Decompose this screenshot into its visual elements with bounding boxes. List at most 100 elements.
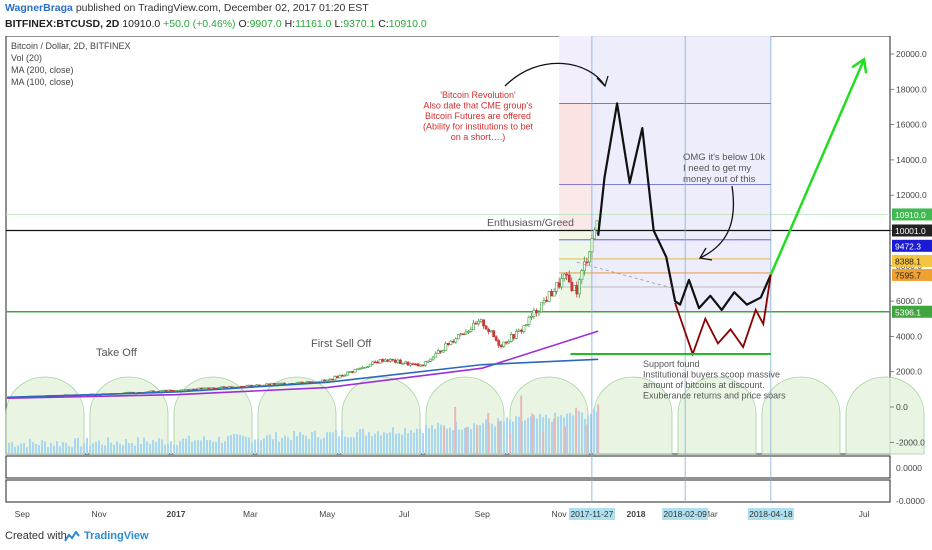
candle-body — [520, 329, 523, 332]
candle-body — [336, 376, 339, 379]
volume-bar — [251, 442, 253, 454]
volume-bar — [569, 413, 571, 454]
candle-body — [338, 375, 342, 379]
volume-bar — [206, 440, 208, 454]
volume-bar — [77, 437, 79, 454]
cycle-dome — [425, 376, 505, 455]
candle-body — [162, 389, 165, 392]
price-badge — [892, 305, 932, 318]
volume-bar — [8, 443, 10, 454]
volume-bar — [188, 435, 190, 454]
volume-bar — [71, 447, 73, 454]
volume-bar — [413, 432, 415, 454]
volume-bar — [155, 442, 157, 454]
publish-info: WagnerBraga published on TradingView.com… — [5, 2, 369, 14]
volume-bar — [329, 432, 331, 454]
cycle-dome — [593, 376, 673, 455]
candle-body — [416, 363, 420, 367]
candle-body — [583, 261, 586, 271]
tradingview-brand-link[interactable]: TradingView — [84, 530, 149, 542]
volume-spike — [597, 404, 600, 454]
volume-bar — [452, 430, 454, 454]
price-tick-label: 2000.0 — [896, 367, 922, 377]
volume-bar — [266, 435, 268, 454]
price-tick-label: 20000.0 — [896, 49, 927, 59]
annotation-bitcoin-revolution: 'Bitcoin Revolution' — [440, 90, 516, 100]
volume-bar — [74, 438, 76, 454]
candle-body — [530, 316, 533, 318]
volume-bar — [146, 441, 148, 454]
candle-body — [472, 322, 475, 330]
volume-bar — [152, 440, 154, 454]
volume-bar — [104, 445, 106, 454]
volume-bar — [416, 428, 418, 454]
axes: Bitcoin / Dollar, 2D, BITFINEX Vol (20) MA… — [11, 41, 932, 520]
curved-arrow-top — [504, 62, 606, 87]
volume-bar — [323, 437, 325, 454]
candle-body — [459, 333, 463, 336]
created-with-label: Created with — [5, 530, 67, 542]
cycle-dome — [173, 376, 253, 455]
volume-bar — [83, 443, 85, 454]
candle-body — [484, 325, 488, 330]
candle-body — [446, 343, 450, 346]
candle-body — [298, 381, 302, 384]
time-tick-label: May — [319, 509, 336, 519]
candle-body — [308, 381, 312, 383]
volume-bar — [500, 420, 502, 454]
volume-bar — [110, 442, 112, 454]
cycle-dome — [257, 376, 337, 455]
volume-bar — [557, 416, 559, 454]
candle-body — [366, 366, 370, 368]
candle-body — [376, 361, 380, 364]
candle-body — [267, 383, 271, 386]
volume-bar — [395, 433, 397, 454]
candle-body — [409, 363, 412, 366]
price-chart[interactable]: 'Bitcoin Revolution'Also date that CME g… — [0, 36, 932, 524]
volume-bar — [428, 428, 430, 454]
candle-body — [509, 334, 513, 342]
candle-body — [487, 328, 491, 332]
volume-bar — [239, 434, 241, 454]
volume-bar — [11, 442, 13, 454]
sub-pane-1-tick: 0.0000 — [896, 463, 922, 473]
candle-body — [348, 371, 352, 373]
candle-body — [414, 363, 417, 366]
candle-body — [149, 390, 153, 393]
volume-bar — [377, 431, 379, 454]
annotation-enthusiasm: Enthusiasm/Greed — [487, 217, 574, 229]
volume-bar — [359, 429, 361, 454]
candle-body — [179, 389, 183, 392]
legend-line: MA (200, close) — [11, 65, 74, 75]
cycle-dome — [677, 376, 757, 455]
volume-bar — [491, 423, 493, 454]
volume-bar — [245, 436, 247, 454]
candle-body — [182, 389, 186, 392]
volume-bar — [317, 437, 319, 454]
curved-arrow-omg — [699, 185, 735, 259]
candle-body — [514, 330, 518, 339]
candle-body — [562, 273, 566, 279]
volume-bar — [431, 425, 433, 454]
time-highlight — [662, 508, 709, 520]
author-link[interactable]: WagnerBraga — [5, 2, 73, 14]
annotation-support: amount of bitcoins at discount. — [643, 380, 765, 390]
volume-bar — [182, 438, 184, 454]
candle-body — [325, 379, 329, 382]
candle-body — [441, 350, 445, 353]
chart-header: WagnerBraga published on TradingView.com… — [0, 0, 932, 36]
annotation-omg: I need to get my — [683, 163, 751, 174]
price-badge — [892, 208, 932, 221]
volume-bar — [533, 415, 535, 454]
tradingview-logo-icon — [64, 530, 80, 548]
candle-body — [404, 361, 407, 364]
volume-bar — [128, 443, 130, 454]
candle-body — [593, 229, 596, 240]
volume-bar — [116, 441, 118, 454]
volume-bar — [320, 439, 322, 454]
sub-pane-2-tick: -0.0000 — [896, 496, 925, 506]
volume-bar — [497, 418, 499, 454]
time-tick-label: Jul — [859, 509, 870, 519]
candle-body — [502, 341, 506, 347]
candle-body — [575, 285, 579, 295]
